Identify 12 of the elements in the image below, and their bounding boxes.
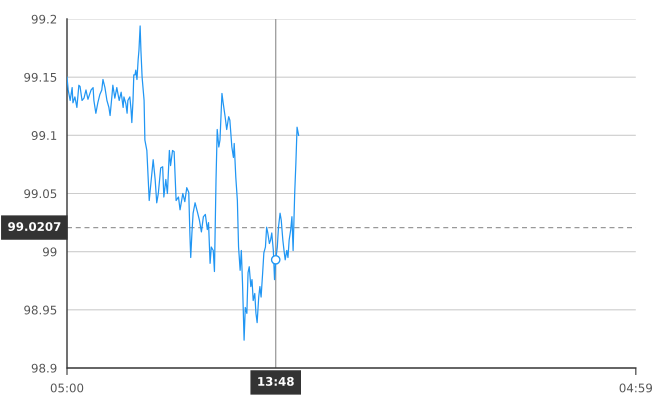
y-tick-label: 99.15 [24,72,56,82]
x-tick-label: 04:59 [620,383,652,392]
ref-line-label: 99.0207 [8,222,60,232]
y-tick-label: 99 [43,247,56,256]
y-tick-label: 99.2 [32,14,56,24]
line-series [67,25,300,341]
y-tick-label: 98.95 [24,306,56,314]
x-tick-label: 05:00 [50,383,84,392]
y-tick-label: 98.9 [32,364,56,373]
ref-line-label: 13:48 [258,376,294,386]
y-tick-label: 99.05 [24,189,56,198]
y-tick-label: 99.1 [32,131,56,140]
